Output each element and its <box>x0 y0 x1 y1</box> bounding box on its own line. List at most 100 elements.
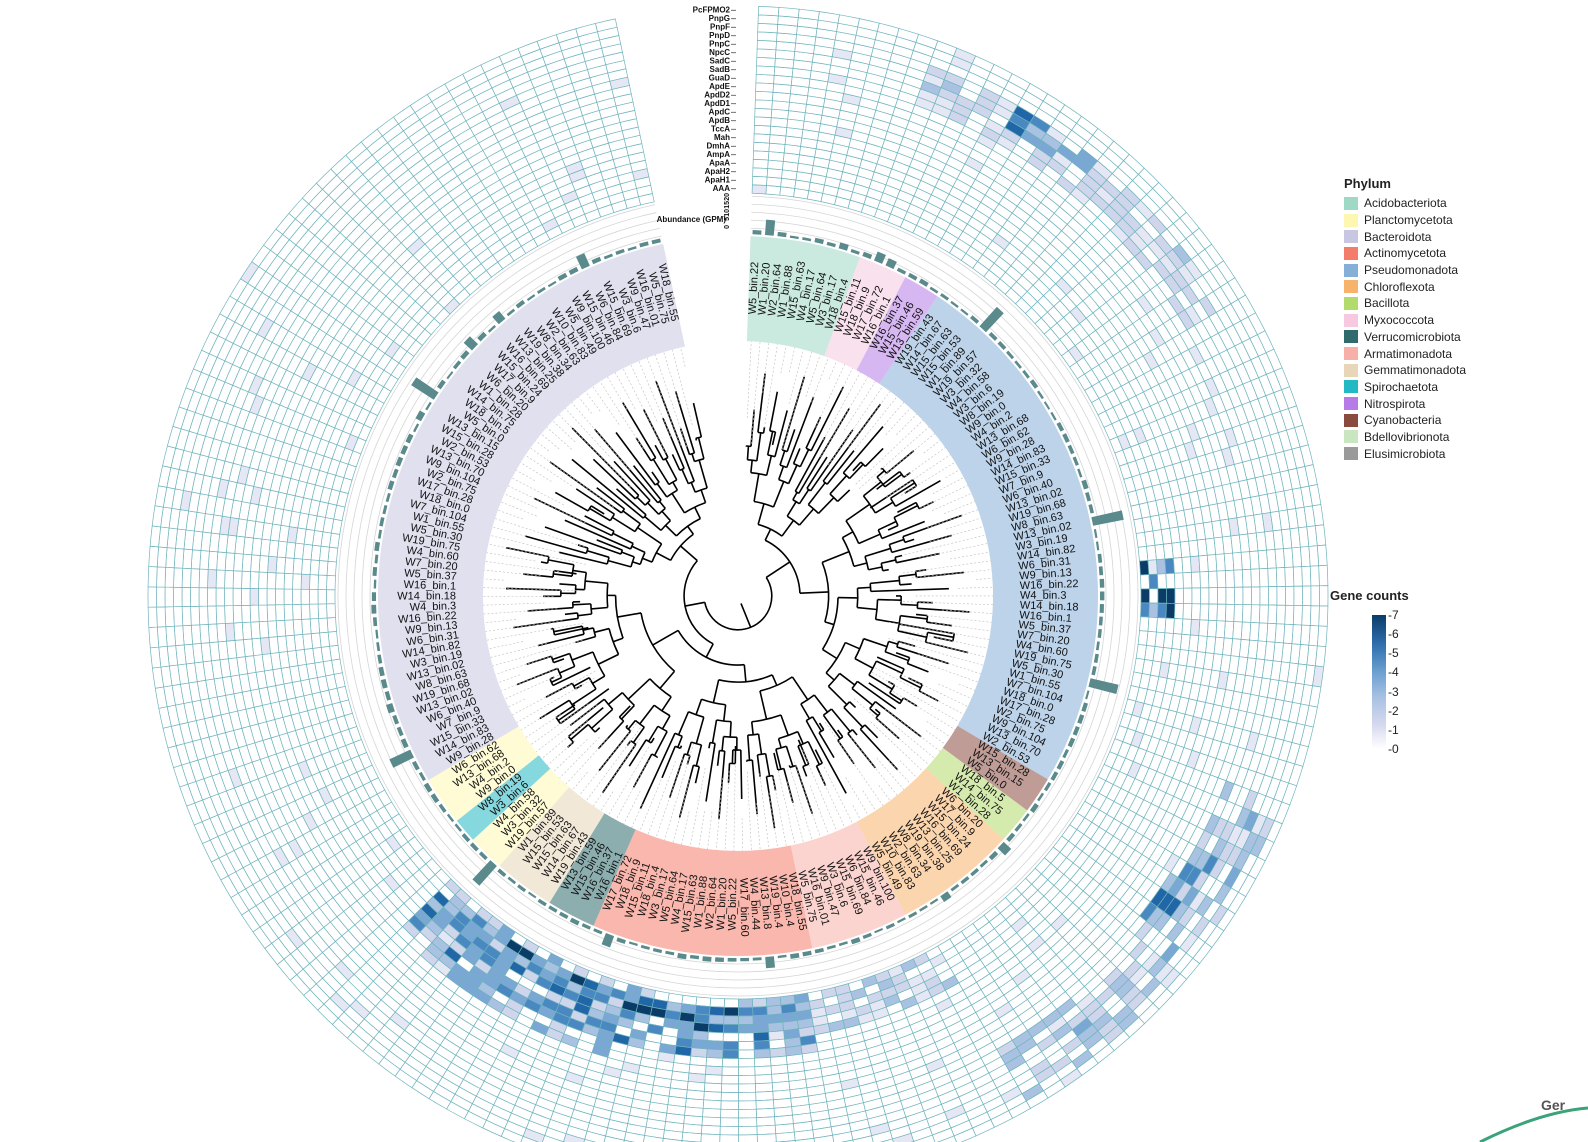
abundance-bar <box>372 617 378 627</box>
abundance-bar <box>559 911 569 920</box>
heatmap-cell <box>199 623 210 644</box>
heatmap-cell <box>275 604 286 622</box>
tree-branch <box>882 568 889 572</box>
heatmap-cell <box>292 588 302 605</box>
abundance-bar <box>665 950 675 956</box>
tree-branch <box>694 506 702 519</box>
heatmap-cell <box>1189 555 1201 573</box>
legend-item: Actinomycetota <box>1344 245 1466 262</box>
heatmap-cell <box>1181 618 1192 636</box>
heatmap-cell <box>266 572 277 590</box>
heatmap-cell <box>768 142 786 154</box>
tip-label: W4_bin.44 <box>747 877 762 930</box>
tree-branch <box>622 402 657 459</box>
tree-branch <box>668 753 686 798</box>
abundance-bar <box>908 911 918 919</box>
abundance-bar <box>1072 456 1079 466</box>
tree-branch <box>875 618 900 625</box>
abundance-bar <box>1098 566 1104 576</box>
leader-line <box>884 402 905 426</box>
tree-branch <box>802 766 808 777</box>
heatmap-cell <box>754 1065 772 1076</box>
tree-branch <box>844 641 861 650</box>
abundance-bar <box>396 726 404 737</box>
leader-line <box>932 477 964 495</box>
leader-line <box>707 811 713 850</box>
heatmap-cell <box>1284 566 1295 587</box>
tree-branch <box>845 503 871 522</box>
heatmap-cell <box>1316 625 1328 648</box>
tree-branch <box>572 603 591 606</box>
tree-branch <box>842 531 854 539</box>
abundance-bar <box>1062 748 1069 759</box>
heatmap-cell <box>754 1073 773 1085</box>
heatmap-cell <box>292 573 302 590</box>
leader-line <box>746 771 752 851</box>
heatmap-cell <box>300 603 311 620</box>
heatmap-cell <box>207 550 219 571</box>
leader-line <box>508 698 526 708</box>
heatmap-cell <box>721 1057 739 1068</box>
abundance-tick: 0 <box>724 225 731 229</box>
abundance-bar <box>988 331 998 341</box>
leader-line <box>896 672 968 707</box>
heatmap-cell <box>1156 558 1167 575</box>
tree-branch <box>815 765 827 787</box>
heatmap-cell <box>766 1004 783 1016</box>
tree-branch <box>592 675 606 685</box>
tree-branch <box>757 733 763 755</box>
abundance-bar <box>400 738 409 749</box>
abundance-bar <box>862 251 873 260</box>
abundance-bar <box>918 278 929 287</box>
heatmap-cell <box>1199 603 1210 621</box>
abundance-bar <box>1085 491 1092 502</box>
leader-line <box>975 578 993 580</box>
leader-line <box>811 357 829 403</box>
tree-branch <box>827 685 848 706</box>
abundance-bar <box>507 876 517 885</box>
heatmap-cell <box>852 1135 874 1142</box>
heatmap-cell <box>207 623 219 643</box>
heatmap-cell <box>198 568 209 589</box>
phylum-color-ring <box>378 236 1099 956</box>
heatmap-cell <box>754 90 774 102</box>
heatmap-cell <box>1208 603 1218 622</box>
abundance-bar <box>874 251 886 264</box>
abundance-bar <box>371 604 377 614</box>
heatmap-cell <box>190 568 201 588</box>
heatmap-cell <box>292 618 304 636</box>
tree-branch <box>874 708 881 714</box>
tree-branch <box>788 765 791 768</box>
leader-line <box>541 720 588 759</box>
heatmap-cell <box>1182 572 1193 589</box>
tree-branch <box>597 653 619 665</box>
abundance-bar <box>395 456 404 467</box>
tree-branch <box>792 491 798 501</box>
heatmap-cell <box>1283 623 1294 645</box>
heatmap-cell <box>1314 645 1327 668</box>
tree-branch <box>592 458 636 500</box>
heatmap-cell <box>1284 604 1295 625</box>
abundance-bar <box>1006 350 1015 360</box>
heatmap-cell <box>1275 567 1286 587</box>
tree-branch <box>571 688 597 706</box>
phylum-band <box>378 243 685 781</box>
leader-line <box>950 551 990 560</box>
heatmap-cell <box>723 998 739 1008</box>
tree-branch <box>765 561 791 579</box>
heatmap-cell <box>318 560 329 576</box>
abundance-bar <box>1088 504 1094 514</box>
abundance-bar <box>376 642 381 652</box>
heatmap-cell <box>1309 605 1320 627</box>
tree-branch <box>692 402 703 438</box>
leader-line <box>938 683 972 699</box>
heatmap-cell <box>1251 586 1261 606</box>
heatmap-cell <box>267 620 278 638</box>
legend-swatch <box>1344 263 1358 277</box>
abundance-bar <box>460 350 470 360</box>
abundance-bar <box>379 517 385 527</box>
heatmap-cell <box>1189 618 1201 637</box>
abundance-bar <box>1043 782 1052 792</box>
heatmap-cell <box>520 1135 539 1142</box>
heatmap-cell <box>1191 571 1201 589</box>
